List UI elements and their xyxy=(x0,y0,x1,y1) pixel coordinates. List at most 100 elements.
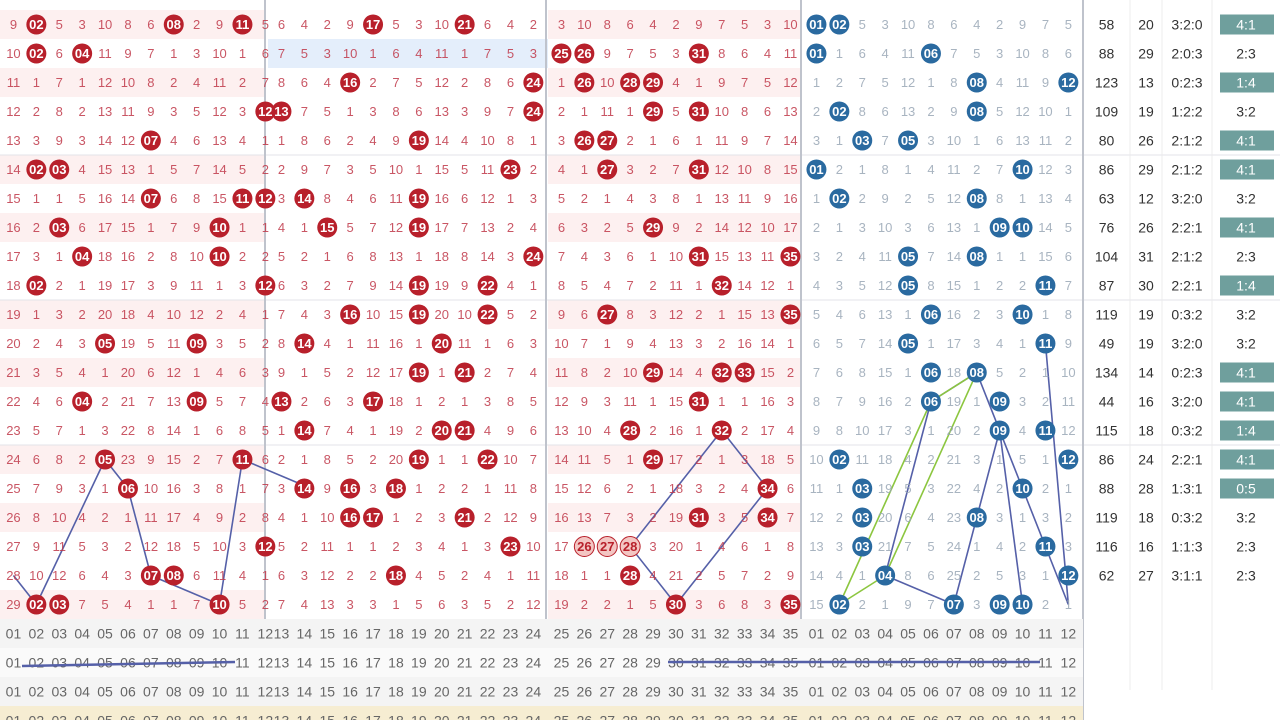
footer-number[interactable]: 22 xyxy=(480,713,496,720)
footer-number[interactable]: 04 xyxy=(74,655,90,671)
footer-number[interactable]: 03 xyxy=(51,713,67,720)
footer-number[interactable]: 29 xyxy=(645,655,661,671)
footer-number[interactable]: 01 xyxy=(809,684,825,700)
footer-number[interactable]: 13 xyxy=(274,626,290,642)
footer-number[interactable]: 05 xyxy=(900,626,916,642)
footer-number[interactable]: 33 xyxy=(737,684,753,700)
footer-number[interactable]: 14 xyxy=(297,655,313,671)
footer-number[interactable]: 26 xyxy=(577,684,593,700)
footer-number[interactable]: 06 xyxy=(923,713,939,720)
footer-number[interactable]: 18 xyxy=(388,626,404,642)
footer-number[interactable]: 27 xyxy=(599,655,615,671)
footer-number[interactable]: 06 xyxy=(923,684,939,700)
footer-number[interactable]: 18 xyxy=(388,655,404,671)
footer-number[interactable]: 05 xyxy=(900,684,916,700)
footer-number[interactable]: 04 xyxy=(877,626,893,642)
footer-number[interactable]: 23 xyxy=(503,626,519,642)
footer-number[interactable]: 17 xyxy=(365,713,381,720)
footer-number[interactable]: 21 xyxy=(457,655,473,671)
footer-number[interactable]: 21 xyxy=(457,713,473,720)
footer-number[interactable]: 04 xyxy=(74,626,90,642)
footer-number[interactable]: 27 xyxy=(599,713,615,720)
footer-number[interactable]: 02 xyxy=(29,684,45,700)
footer-number[interactable]: 09 xyxy=(189,626,205,642)
footer-number[interactable]: 05 xyxy=(97,626,113,642)
footer-number[interactable]: 17 xyxy=(365,626,381,642)
footer-number[interactable]: 03 xyxy=(51,684,67,700)
footer-number[interactable]: 09 xyxy=(992,713,1008,720)
footer-number[interactable]: 34 xyxy=(760,713,776,720)
footer-number[interactable]: 11 xyxy=(235,713,250,720)
footer-number[interactable]: 03 xyxy=(51,626,67,642)
footer-number[interactable]: 05 xyxy=(900,713,916,720)
footer-number[interactable]: 10 xyxy=(1015,713,1031,720)
footer-number[interactable]: 04 xyxy=(74,713,90,720)
footer-number[interactable]: 05 xyxy=(97,684,113,700)
footer-number[interactable]: 25 xyxy=(554,713,570,720)
footer-number[interactable]: 06 xyxy=(923,626,939,642)
footer-number[interactable]: 15 xyxy=(319,626,335,642)
footer-number[interactable]: 11 xyxy=(235,684,250,700)
footer-number[interactable]: 31 xyxy=(691,626,707,642)
footer-number[interactable]: 06 xyxy=(120,655,136,671)
footer-number[interactable]: 24 xyxy=(526,655,542,671)
footer-number[interactable]: 09 xyxy=(189,684,205,700)
footer-number[interactable]: 29 xyxy=(645,684,661,700)
footer-number[interactable]: 05 xyxy=(97,713,113,720)
footer-number[interactable]: 01 xyxy=(6,655,22,671)
footer-number[interactable]: 02 xyxy=(29,655,45,671)
footer-number[interactable]: 14 xyxy=(297,684,313,700)
footer-number[interactable]: 24 xyxy=(526,626,542,642)
footer-number[interactable]: 10 xyxy=(212,684,228,700)
footer-number[interactable]: 28 xyxy=(622,713,638,720)
footer-number[interactable]: 19 xyxy=(411,684,427,700)
footer-number[interactable]: 30 xyxy=(668,626,684,642)
footer-number[interactable]: 19 xyxy=(411,626,427,642)
footer-number[interactable]: 13 xyxy=(274,684,290,700)
footer-number[interactable]: 10 xyxy=(1015,626,1031,642)
footer-number[interactable]: 11 xyxy=(1038,655,1053,671)
footer-number[interactable]: 08 xyxy=(166,713,182,720)
footer-number[interactable]: 25 xyxy=(554,684,570,700)
footer-number[interactable]: 21 xyxy=(457,626,473,642)
footer-number[interactable]: 35 xyxy=(783,684,799,700)
footer-number[interactable]: 16 xyxy=(342,684,358,700)
footer-number[interactable]: 03 xyxy=(854,626,870,642)
footer-number[interactable]: 01 xyxy=(6,626,22,642)
footer-number[interactable]: 27 xyxy=(599,626,615,642)
footer-number[interactable]: 08 xyxy=(166,684,182,700)
footer-number[interactable]: 12 xyxy=(258,626,274,642)
footer-number[interactable]: 04 xyxy=(877,684,893,700)
footer-number[interactable]: 12 xyxy=(1061,655,1077,671)
footer-number[interactable]: 03 xyxy=(854,713,870,720)
footer-number[interactable]: 13 xyxy=(274,655,290,671)
footer-number[interactable]: 33 xyxy=(737,626,753,642)
footer-number[interactable]: 12 xyxy=(1061,713,1077,720)
footer-number[interactable]: 17 xyxy=(365,655,381,671)
footer-number[interactable]: 09 xyxy=(992,626,1008,642)
footer-number[interactable]: 30 xyxy=(668,684,684,700)
footer-number[interactable]: 06 xyxy=(120,713,136,720)
footer-number[interactable]: 32 xyxy=(714,626,730,642)
footer-number[interactable]: 02 xyxy=(832,713,848,720)
footer-number[interactable]: 01 xyxy=(809,713,825,720)
footer-number[interactable]: 20 xyxy=(434,684,450,700)
footer-number[interactable]: 02 xyxy=(832,626,848,642)
footer-number[interactable]: 24 xyxy=(526,684,542,700)
footer-number[interactable]: 16 xyxy=(342,655,358,671)
footer-number[interactable]: 28 xyxy=(622,655,638,671)
footer-number[interactable]: 07 xyxy=(946,684,962,700)
footer-number[interactable]: 12 xyxy=(1061,626,1077,642)
footer-number[interactable]: 20 xyxy=(434,626,450,642)
footer-number[interactable]: 04 xyxy=(877,713,893,720)
footer-number[interactable]: 03 xyxy=(51,655,67,671)
footer-number[interactable]: 27 xyxy=(599,684,615,700)
footer-number[interactable]: 26 xyxy=(577,655,593,671)
footer-number[interactable]: 02 xyxy=(29,713,45,720)
footer-number[interactable]: 09 xyxy=(189,713,205,720)
footer-number[interactable]: 25 xyxy=(554,626,570,642)
footer-number[interactable]: 32 xyxy=(714,713,730,720)
footer-number[interactable]: 11 xyxy=(235,626,250,642)
footer-number[interactable]: 33 xyxy=(737,713,753,720)
footer-number[interactable]: 11 xyxy=(1038,626,1053,642)
